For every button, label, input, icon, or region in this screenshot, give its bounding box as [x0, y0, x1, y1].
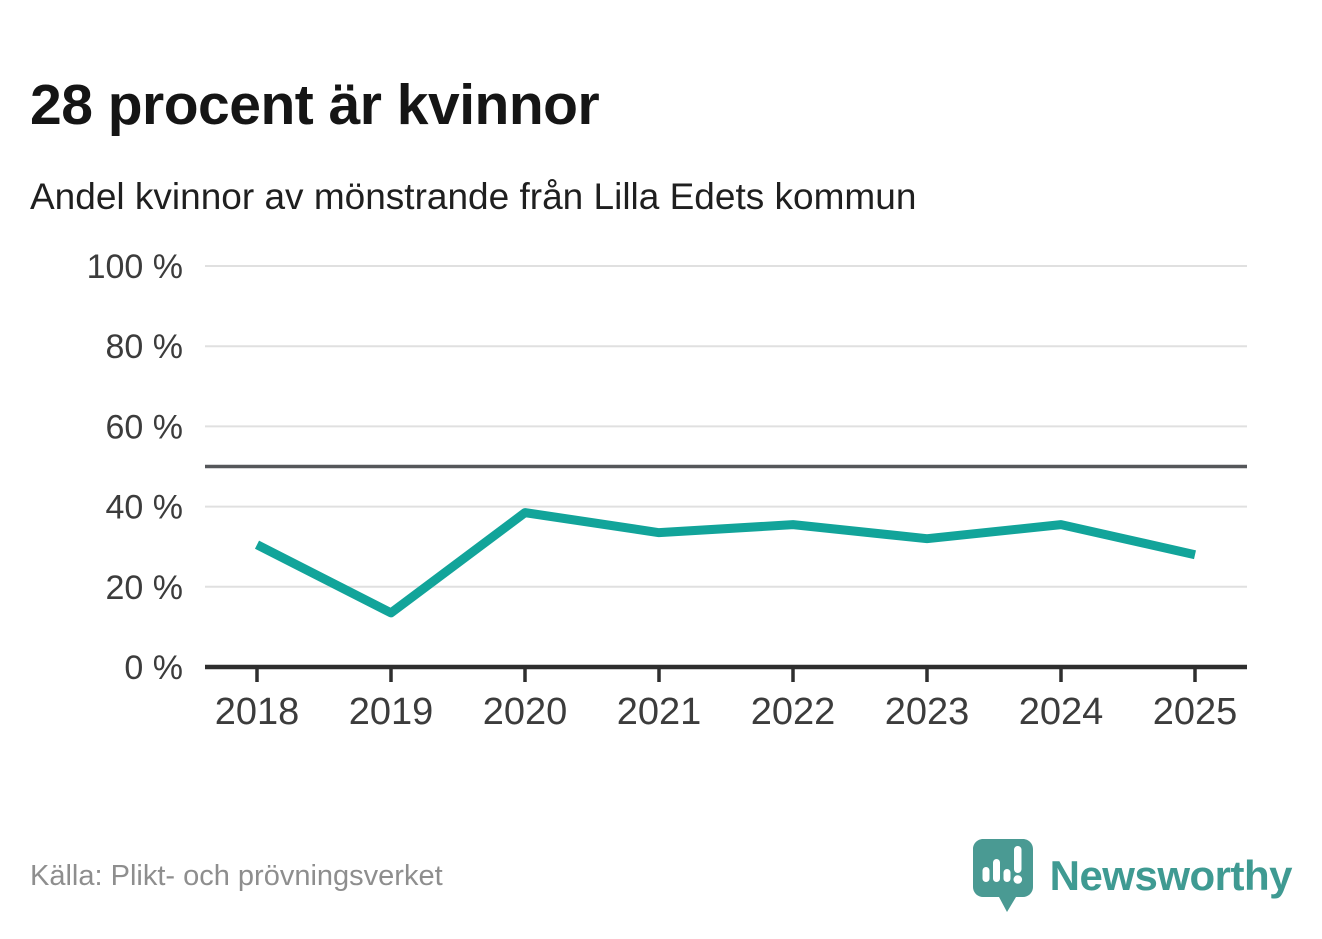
x-axis-tick-label: 2024 — [1019, 691, 1104, 733]
x-axis-tick-label: 2018 — [215, 691, 300, 733]
x-axis-tick-label: 2020 — [483, 691, 568, 733]
y-axis-tick-label: 20 % — [106, 569, 184, 607]
x-axis-tick-label: 2019 — [349, 691, 434, 733]
brand-wordmark: Newsworthy — [1049, 852, 1293, 899]
line-chart: 0 % 20 % 40 % 60 % 80 % 100 % 2018 2019 2020 2021… — [87, 248, 1247, 733]
chart-footer: Källa: Plikt- och prövningsverket Newswo… — [0, 831, 1322, 921]
bar-tall — [992, 859, 1000, 882]
x-axis-tick-label: 2023 — [885, 691, 970, 733]
brand-logo: Newsworthy — [970, 836, 1293, 916]
exclamation-bar — [1013, 846, 1022, 873]
x-axis-tick-label: 2025 — [1153, 691, 1238, 733]
exclamation-dot — [1013, 875, 1022, 884]
y-axis-tick-label: 0 % — [124, 649, 183, 687]
bar-small — [982, 867, 990, 882]
y-axis-tick-label: 80 % — [106, 328, 184, 366]
bar-medium — [1003, 869, 1011, 882]
chart-headline: 28 procent är kvinnor — [30, 73, 600, 138]
data-line-andel-kvinnor — [254, 508, 1196, 618]
y-axis-tick-label: 60 % — [106, 408, 184, 446]
chart-subtitle: Andel kvinnor av mönstrande från Lilla E… — [30, 176, 917, 217]
y-axis-tick-label: 100 % — [87, 248, 183, 286]
x-axis-tick-label: 2022 — [751, 691, 836, 733]
source-credit: Källa: Plikt- och prövningsverket — [30, 859, 443, 892]
newsworthy-speech-bubble-barchart-icon — [972, 839, 1033, 912]
x-axis-tick-label: 2021 — [617, 691, 702, 733]
y-axis-tick-label: 40 % — [106, 489, 184, 527]
speech-bubble-shape — [972, 839, 1033, 912]
